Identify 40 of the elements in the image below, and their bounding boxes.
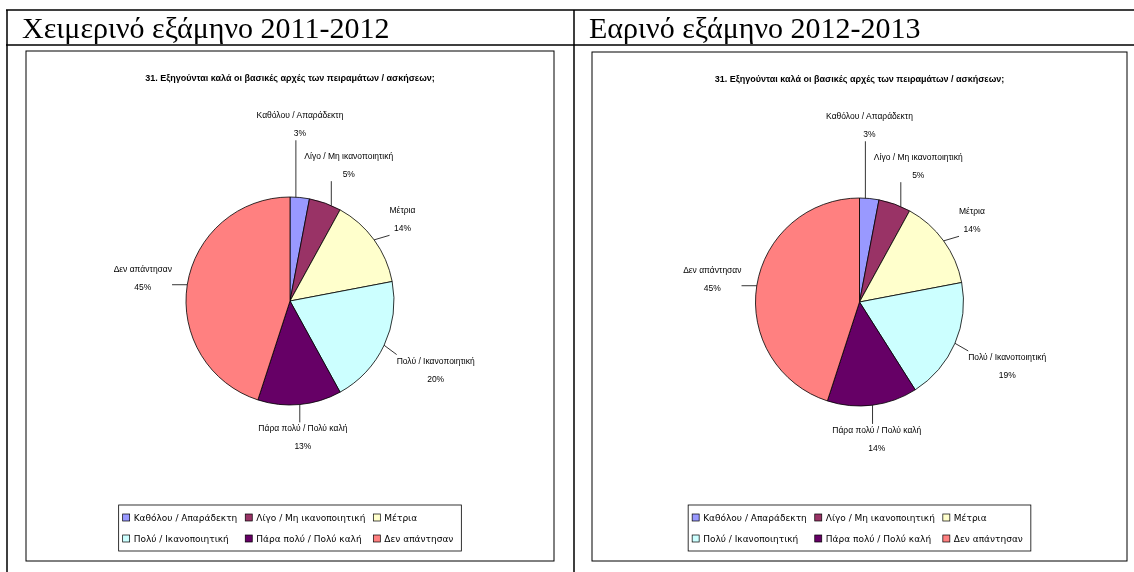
data-label: 5% — [912, 170, 925, 181]
category-label: Καθόλου / Απαράδεκτη — [256, 110, 344, 121]
category-label: Καθόλου / Απαράδεκτη — [826, 111, 913, 122]
legend-label: Μέτρια — [953, 512, 987, 523]
legend-label: Πάρα πολύ / Πολύ καλή — [825, 533, 932, 544]
chart-title: Χειμερινό εξάμηνο 2011-2012 — [22, 11, 390, 44]
legend-label: Καθόλου / Απαράδεκτη — [703, 512, 807, 523]
slice-label: Μέτρια — [959, 206, 985, 217]
data-label: 45% — [703, 282, 722, 293]
legend-label: Λίγο / Μη ικανοποιητική — [256, 512, 366, 523]
slice-label: Μέτρια — [389, 205, 416, 216]
data-label: 3% — [863, 129, 877, 140]
legend-label: Πολύ / Ικανοποιητική — [703, 533, 799, 544]
legend-label: Λίγο / Μη ικανοποιητική — [825, 512, 935, 523]
data-label: 14% — [393, 223, 412, 234]
data-label: 13% — [294, 441, 312, 452]
legend-label: Καθόλου / Απαράδεκτη — [133, 512, 238, 523]
chart-title: Εαρινό εξάμηνο 2012-2013 — [589, 11, 921, 44]
legend-label: Δεν απάντησαν — [953, 533, 1023, 544]
slice-label: Δεν απάντησαν — [683, 264, 742, 275]
legend-label: Πάρα πολύ / Πολύ καλή — [256, 533, 362, 544]
data-label: 3% — [293, 128, 307, 139]
slice-label: Δεν απάντησαν — [113, 263, 173, 274]
slice-label: Πολύ / Ικανοποιητική — [396, 355, 475, 366]
legend-label: Μέτρια — [384, 512, 418, 523]
category-label: Λίγο / Μη ικανοποιητική — [873, 152, 963, 163]
legend-label: Δεν απάντησαν — [384, 533, 454, 544]
data-label: 19% — [998, 369, 1017, 380]
slice-label: Πάρα πολύ / Πολύ καλή — [258, 423, 348, 434]
data-label: 45% — [134, 281, 152, 292]
legend-label: Πολύ / Ικανοποιητική — [133, 533, 229, 544]
slice-label: Πάρα πολύ / Πολύ καλή — [832, 424, 922, 435]
chart-subtitle: 31. Εξηγούνται καλά οι βασικές αρχές των πειραμάτων / ασκήσεων; — [145, 73, 435, 83]
chart-subtitle: 31. Εξηγούνται καλά οι βασικές αρχές των πειραμάτων / ασκήσεων; — [714, 74, 1005, 84]
data-label: 14% — [963, 224, 981, 235]
data-label: 5% — [342, 169, 356, 180]
data-label: 14% — [868, 442, 886, 453]
data-label: 20% — [427, 373, 445, 384]
slice-label: Πολύ / Ικανοποιητική — [968, 351, 1047, 362]
category-label: Λίγο / Μη ικανοποιητική — [304, 151, 394, 162]
